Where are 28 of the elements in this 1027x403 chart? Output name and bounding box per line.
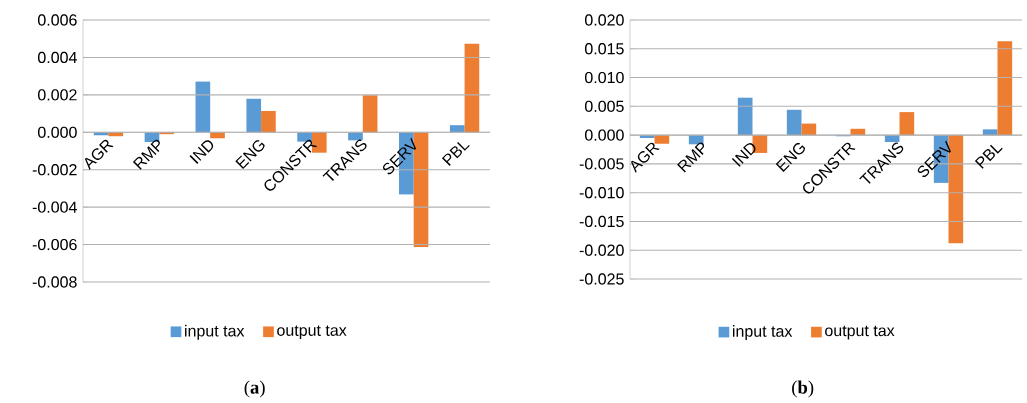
y-tick-label: -0.008 (32, 276, 77, 288)
x-tick-label: IND (731, 143, 756, 167)
legend-label: input tax (732, 325, 793, 341)
y-tick-label: 0.010 (585, 71, 624, 84)
legend-label: output tax (277, 325, 347, 340)
y-tick-label: 0.006 (37, 14, 77, 26)
y-tick-label: 0.000 (37, 126, 77, 138)
y-tick-label: 0.020 (585, 14, 624, 26)
text: (a) (244, 380, 265, 398)
y-tick-label: 0.015 (585, 43, 624, 55)
y-tick-label: -0.005 (579, 158, 624, 170)
x-tick-label: IND (189, 140, 214, 164)
y-tick-label: 0.000 (585, 129, 624, 141)
y-tick-label: -0.010 (579, 187, 624, 199)
y-tick-label: -0.006 (32, 238, 77, 251)
legend-label: input tax (185, 324, 245, 340)
x-tick-label: PBL (441, 142, 470, 166)
y-tick-label: 0.004 (37, 51, 77, 64)
y-tick-label: -0.002 (32, 164, 77, 176)
legend-label: output tax (825, 325, 895, 340)
y-tick-label: -0.025 (579, 273, 624, 285)
y-tick-label: -0.004 (32, 201, 77, 213)
y-tick-label: 0.005 (585, 100, 624, 112)
y-tick-label: -0.015 (579, 215, 624, 228)
text: (b) (792, 380, 814, 398)
y-tick-label: -0.020 (579, 244, 624, 256)
x-tick-label: PBL (974, 144, 1003, 169)
y-tick-label: 0.002 (37, 89, 77, 101)
